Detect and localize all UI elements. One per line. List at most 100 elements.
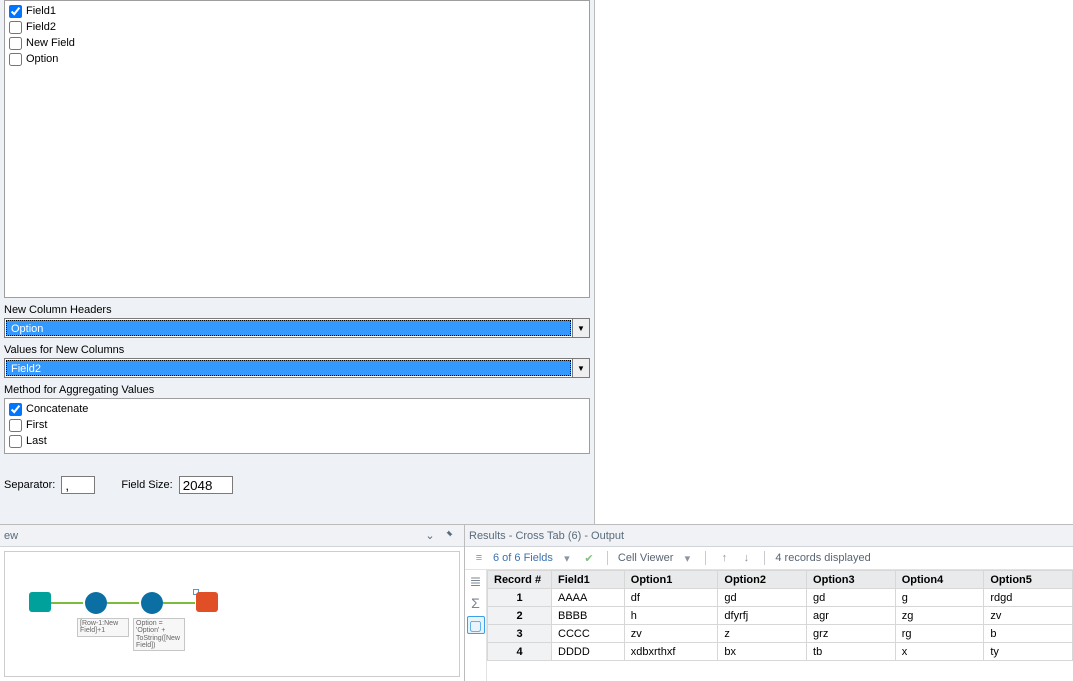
field-label: Field2 bbox=[26, 21, 56, 33]
data-cell[interactable]: xdbxrthxf bbox=[624, 643, 718, 661]
field-label: New Field bbox=[26, 37, 75, 49]
cell-viewer-label[interactable]: Cell Viewer bbox=[618, 552, 673, 564]
column-header[interactable]: Option4 bbox=[895, 571, 984, 589]
new-column-headers-dropdown[interactable]: Option ▼ bbox=[4, 318, 590, 338]
data-view-icon[interactable]: ▢ bbox=[467, 616, 485, 634]
data-cell[interactable]: BBBB bbox=[552, 607, 625, 625]
column-header[interactable]: Option5 bbox=[984, 571, 1073, 589]
field-row[interactable]: Field2 bbox=[7, 19, 587, 35]
chevron-down-icon[interactable]: ▼ bbox=[572, 319, 589, 337]
agg-checkbox[interactable] bbox=[9, 419, 22, 432]
chevron-down-icon[interactable]: ▾ bbox=[679, 550, 695, 566]
row-number-cell[interactable]: 3 bbox=[488, 625, 552, 643]
column-header[interactable]: Option2 bbox=[718, 571, 807, 589]
overview-header: ew ⌄ bbox=[0, 525, 464, 547]
chevron-down-icon[interactable]: ▼ bbox=[572, 359, 589, 377]
menu-icon[interactable]: ≡ bbox=[471, 550, 487, 566]
data-cell[interactable]: ty bbox=[984, 643, 1073, 661]
data-cell[interactable]: rg bbox=[895, 625, 984, 643]
field-checkbox[interactable] bbox=[9, 37, 22, 50]
records-displayed-label: 4 records displayed bbox=[775, 552, 870, 564]
crosstab-tool-icon[interactable] bbox=[196, 592, 218, 612]
row-number-cell[interactable]: 1 bbox=[488, 589, 552, 607]
column-header[interactable]: Option1 bbox=[624, 571, 718, 589]
workflow-canvas[interactable]: [Row-1:New Field]+1 Option = 'Option' + … bbox=[595, 0, 1073, 524]
overview-content[interactable]: [Row-1:New Field]+1 Option = 'Option' + … bbox=[4, 551, 460, 677]
field-row[interactable]: Option bbox=[7, 51, 587, 67]
field-size-input[interactable] bbox=[179, 476, 233, 494]
row-number-cell[interactable]: 2 bbox=[488, 607, 552, 625]
data-cell[interactable]: gd bbox=[718, 589, 807, 607]
column-header[interactable]: Record # bbox=[488, 571, 552, 589]
field-checkbox[interactable] bbox=[9, 21, 22, 34]
workflow-connector bbox=[107, 602, 139, 604]
data-cell[interactable]: zv bbox=[624, 625, 718, 643]
tool-annotation: [Row-1:New Field]+1 bbox=[77, 618, 129, 637]
field-row[interactable]: Field1 bbox=[7, 3, 587, 19]
field-checkbox[interactable] bbox=[9, 53, 22, 66]
data-cell[interactable]: z bbox=[718, 625, 807, 643]
data-cell[interactable]: grz bbox=[807, 625, 896, 643]
separator-input[interactable] bbox=[61, 476, 95, 494]
data-cell[interactable]: df bbox=[624, 589, 718, 607]
agg-checkbox[interactable] bbox=[9, 435, 22, 448]
data-cell[interactable]: AAAA bbox=[552, 589, 625, 607]
agg-label: First bbox=[26, 419, 47, 431]
table-row[interactable]: 2BBBBhdfyrfjagrzgzv bbox=[488, 607, 1073, 625]
selection-halo bbox=[193, 589, 199, 595]
data-cell[interactable]: gd bbox=[807, 589, 896, 607]
results-grid[interactable]: Record #Field1Option1Option2Option3Optio… bbox=[487, 570, 1073, 681]
agg-method-row[interactable]: First bbox=[7, 417, 587, 433]
data-cell[interactable]: x bbox=[895, 643, 984, 661]
row-number-cell[interactable]: 4 bbox=[488, 643, 552, 661]
chevron-down-icon[interactable]: ⌄ bbox=[422, 528, 438, 544]
results-title: Results - Cross Tab (6) - Output bbox=[469, 530, 1065, 542]
data-cell[interactable]: zg bbox=[895, 607, 984, 625]
data-cell[interactable]: b bbox=[984, 625, 1073, 643]
column-header[interactable]: Field1 bbox=[552, 571, 625, 589]
data-cell[interactable]: dfyrfj bbox=[718, 607, 807, 625]
fields-selector[interactable]: 6 of 6 Fields bbox=[493, 552, 553, 564]
agg-label: Last bbox=[26, 435, 47, 447]
data-cell[interactable]: tb bbox=[807, 643, 896, 661]
results-panel: Results - Cross Tab (6) - Output ≡ 6 of … bbox=[465, 525, 1073, 681]
data-cell[interactable]: h bbox=[624, 607, 718, 625]
filter-view-icon[interactable]: Σ bbox=[467, 594, 485, 612]
column-header[interactable]: Option3 bbox=[807, 571, 896, 589]
agg-label: Concatenate bbox=[26, 403, 88, 415]
arrow-up-icon[interactable]: ↑ bbox=[716, 550, 732, 566]
data-cell[interactable]: CCCC bbox=[552, 625, 625, 643]
field-row[interactable]: New Field bbox=[7, 35, 587, 51]
formula-tool-icon[interactable] bbox=[141, 592, 163, 614]
field-checkbox[interactable] bbox=[9, 5, 22, 18]
agg-method-row[interactable]: Last bbox=[7, 433, 587, 449]
data-cell[interactable]: agr bbox=[807, 607, 896, 625]
table-row[interactable]: 3CCCCzvzgrzrgb bbox=[488, 625, 1073, 643]
table-row[interactable]: 1AAAAdfgdgdgrdgd bbox=[488, 589, 1073, 607]
separator-label: Separator: bbox=[4, 479, 55, 491]
new-column-headers-label: New Column Headers bbox=[4, 304, 590, 316]
tool-annotation: Option = 'Option' + ToString([New Field]… bbox=[133, 618, 185, 651]
field-list[interactable]: Field1 Field2 New Field Option bbox=[4, 0, 590, 298]
pin-icon[interactable] bbox=[440, 528, 456, 544]
table-row[interactable]: 4DDDDxdbxrthxfbxtbxty bbox=[488, 643, 1073, 661]
data-cell[interactable]: g bbox=[895, 589, 984, 607]
chevron-down-icon[interactable]: ▾ bbox=[559, 550, 575, 566]
input-tool-icon[interactable] bbox=[29, 592, 51, 612]
data-cell[interactable]: DDDD bbox=[552, 643, 625, 661]
results-header: Results - Cross Tab (6) - Output bbox=[465, 525, 1073, 547]
results-body: ≣ Σ ▢ Record #Field1Option1Option2Option… bbox=[465, 570, 1073, 681]
agg-checkbox[interactable] bbox=[9, 403, 22, 416]
list-view-icon[interactable]: ≣ bbox=[467, 572, 485, 590]
results-side-icons: ≣ Σ ▢ bbox=[465, 570, 487, 681]
agg-method-row[interactable]: Concatenate bbox=[7, 401, 587, 417]
values-for-new-columns-label: Values for New Columns bbox=[4, 344, 590, 356]
arrow-down-icon[interactable]: ↓ bbox=[738, 550, 754, 566]
values-for-new-columns-dropdown[interactable]: Field2 ▼ bbox=[4, 358, 590, 378]
check-icon[interactable]: ✔ bbox=[581, 550, 597, 566]
multirow-tool-icon[interactable] bbox=[85, 592, 107, 614]
bottom-split: ew ⌄ [Row-1:New Field]+1 Option = 'Optio… bbox=[0, 525, 1073, 681]
data-cell[interactable]: zv bbox=[984, 607, 1073, 625]
data-cell[interactable]: bx bbox=[718, 643, 807, 661]
data-cell[interactable]: rdgd bbox=[984, 589, 1073, 607]
